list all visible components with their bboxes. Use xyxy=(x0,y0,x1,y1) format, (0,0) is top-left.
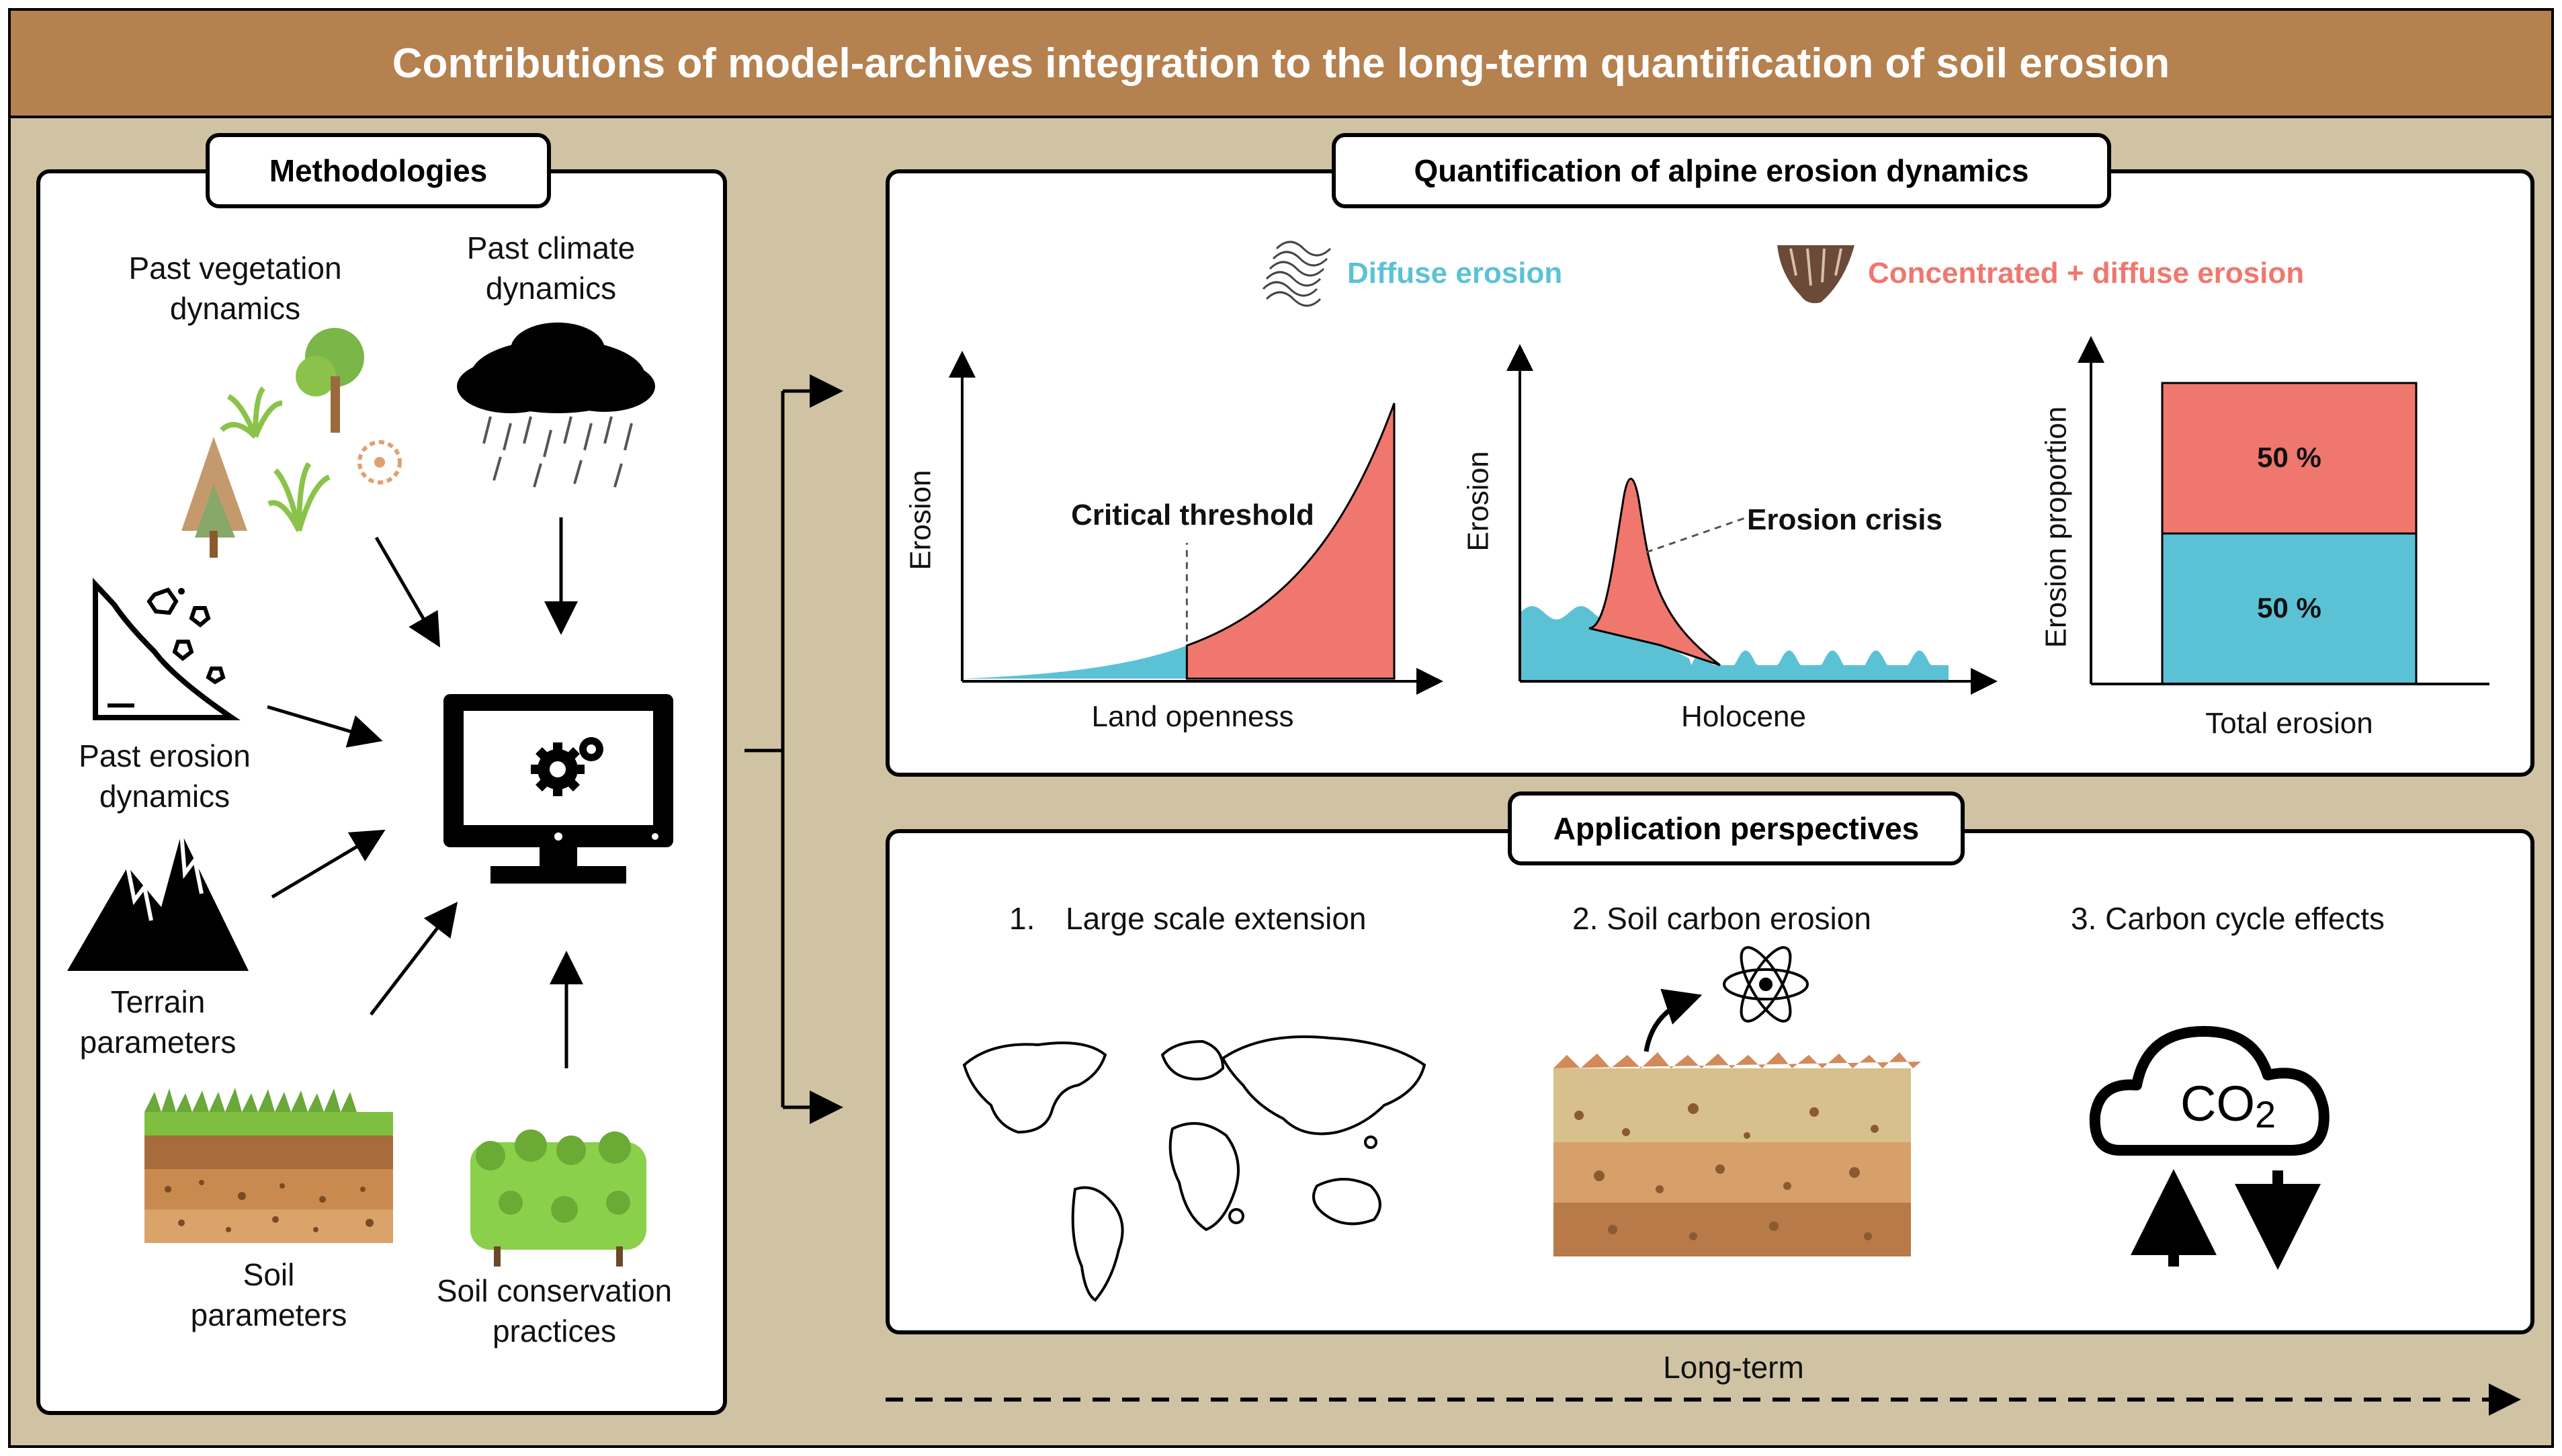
timeline-label: Long-term xyxy=(1663,1350,1804,1385)
quantification-header: Quantification of alpine erosion dynamic… xyxy=(1332,133,2111,208)
chart1-diffuse-area xyxy=(962,645,1187,679)
mountain-icon xyxy=(67,832,249,971)
chart2-diffuse-area xyxy=(1520,606,1949,680)
world-map-icon xyxy=(962,1035,1426,1302)
diffuse-erosion-icon xyxy=(1262,241,1332,307)
chart1-annotation: Critical threshold xyxy=(1071,499,1314,531)
app-two-label: 2. Soil carbon erosion xyxy=(1572,901,1871,936)
hedge-icon xyxy=(470,1129,646,1267)
chart2-crisis-area xyxy=(1588,478,1721,667)
label-past-erosion: Past erosion dynamics xyxy=(79,738,251,814)
method-arrows xyxy=(267,517,583,1068)
label-terrain: Terrain parameters xyxy=(79,984,237,1060)
chart1-ylabel: Erosion xyxy=(904,470,937,570)
chart-erosion-proportion xyxy=(2078,336,2489,685)
chart2-annotation: Erosion crisis xyxy=(1747,503,1943,536)
chart1-xlabel: Land openness xyxy=(1091,700,1294,733)
label-conservation: Soil conservation practices xyxy=(436,1273,673,1348)
bar-label-concentrated: 50 % xyxy=(2257,441,2321,473)
gully-erosion-icon xyxy=(1777,245,1854,304)
app-three-label: 3. Carbon cycle effects xyxy=(2071,901,2385,936)
atom-icon xyxy=(1723,946,1809,1023)
app-one-label: Large scale extension xyxy=(1066,901,1367,936)
rockfall-icon xyxy=(93,577,241,720)
app-one-number: 1. xyxy=(1009,901,1035,936)
chart-holocene xyxy=(1506,344,1998,695)
chart1-concentrated-area xyxy=(1185,402,1396,680)
connector-arrows xyxy=(744,374,843,1124)
chart3-ylabel: Erosion proportion xyxy=(2039,406,2073,648)
gear-icon xyxy=(531,737,603,796)
legend-concentrated: Concentrated + diffuse erosion xyxy=(1868,257,2305,290)
chart2-xlabel: Holocene xyxy=(1681,700,1806,733)
rain-cloud-icon xyxy=(457,323,655,488)
chart2-ylabel: Erosion xyxy=(1461,451,1495,552)
label-past-climate: Past climate dynamics xyxy=(466,230,636,306)
soil-layers-icon xyxy=(1553,946,1921,1256)
applications-header: Application perspectives xyxy=(1508,791,1965,865)
computer-icon xyxy=(443,694,673,884)
chart3-xlabel: Total erosion xyxy=(2205,707,2373,740)
chart-land-openness xyxy=(949,351,1443,695)
vegetation-icon xyxy=(181,328,402,558)
bar-label-diffuse: 50 % xyxy=(2257,592,2321,624)
co2-text: CO2 xyxy=(2180,1076,2276,1136)
figure-title: Contributions of model-archives integrat… xyxy=(11,11,2551,118)
methodologies-header: Methodologies xyxy=(206,133,551,208)
label-soil: Soil parameters xyxy=(190,1257,347,1332)
legend-diffuse: Diffuse erosion xyxy=(1347,257,1563,290)
soil-profile-icon xyxy=(144,1088,393,1243)
label-past-vegetation: Past vegetation dynamics xyxy=(128,251,342,326)
bar-segment-concentrated xyxy=(2161,382,2418,535)
co2-cloud-icon: CO2 xyxy=(2089,1026,2330,1270)
